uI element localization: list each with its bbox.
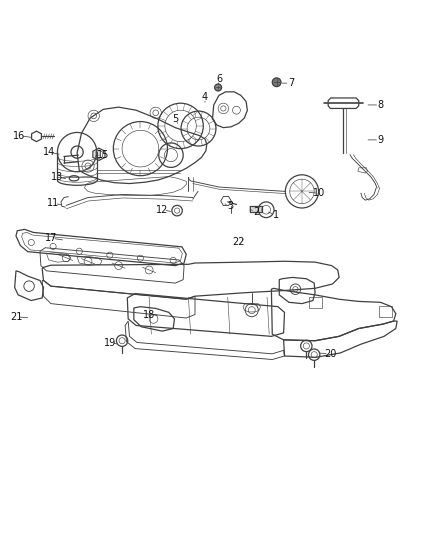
Text: 21: 21 [10,312,22,322]
Circle shape [215,84,222,91]
Text: 14: 14 [42,147,55,157]
Text: 6: 6 [216,74,222,84]
Text: 15: 15 [97,150,110,160]
Text: 3: 3 [227,201,233,211]
Text: 1: 1 [273,210,279,220]
Text: 7: 7 [288,78,294,88]
Text: 22: 22 [233,238,245,247]
Text: 10: 10 [313,188,325,198]
Circle shape [272,78,281,87]
Text: 20: 20 [324,349,336,359]
Text: 2: 2 [253,207,259,217]
Text: 8: 8 [378,100,384,110]
Text: 18: 18 [143,310,155,319]
Text: 5: 5 [172,114,178,124]
Text: 19: 19 [104,338,116,348]
Text: 12: 12 [156,205,169,215]
Text: 17: 17 [45,233,57,243]
Text: 9: 9 [378,135,384,145]
Text: 4: 4 [202,92,208,102]
Text: 13: 13 [51,172,64,182]
Text: 11: 11 [47,198,59,208]
Text: 16: 16 [13,131,25,141]
